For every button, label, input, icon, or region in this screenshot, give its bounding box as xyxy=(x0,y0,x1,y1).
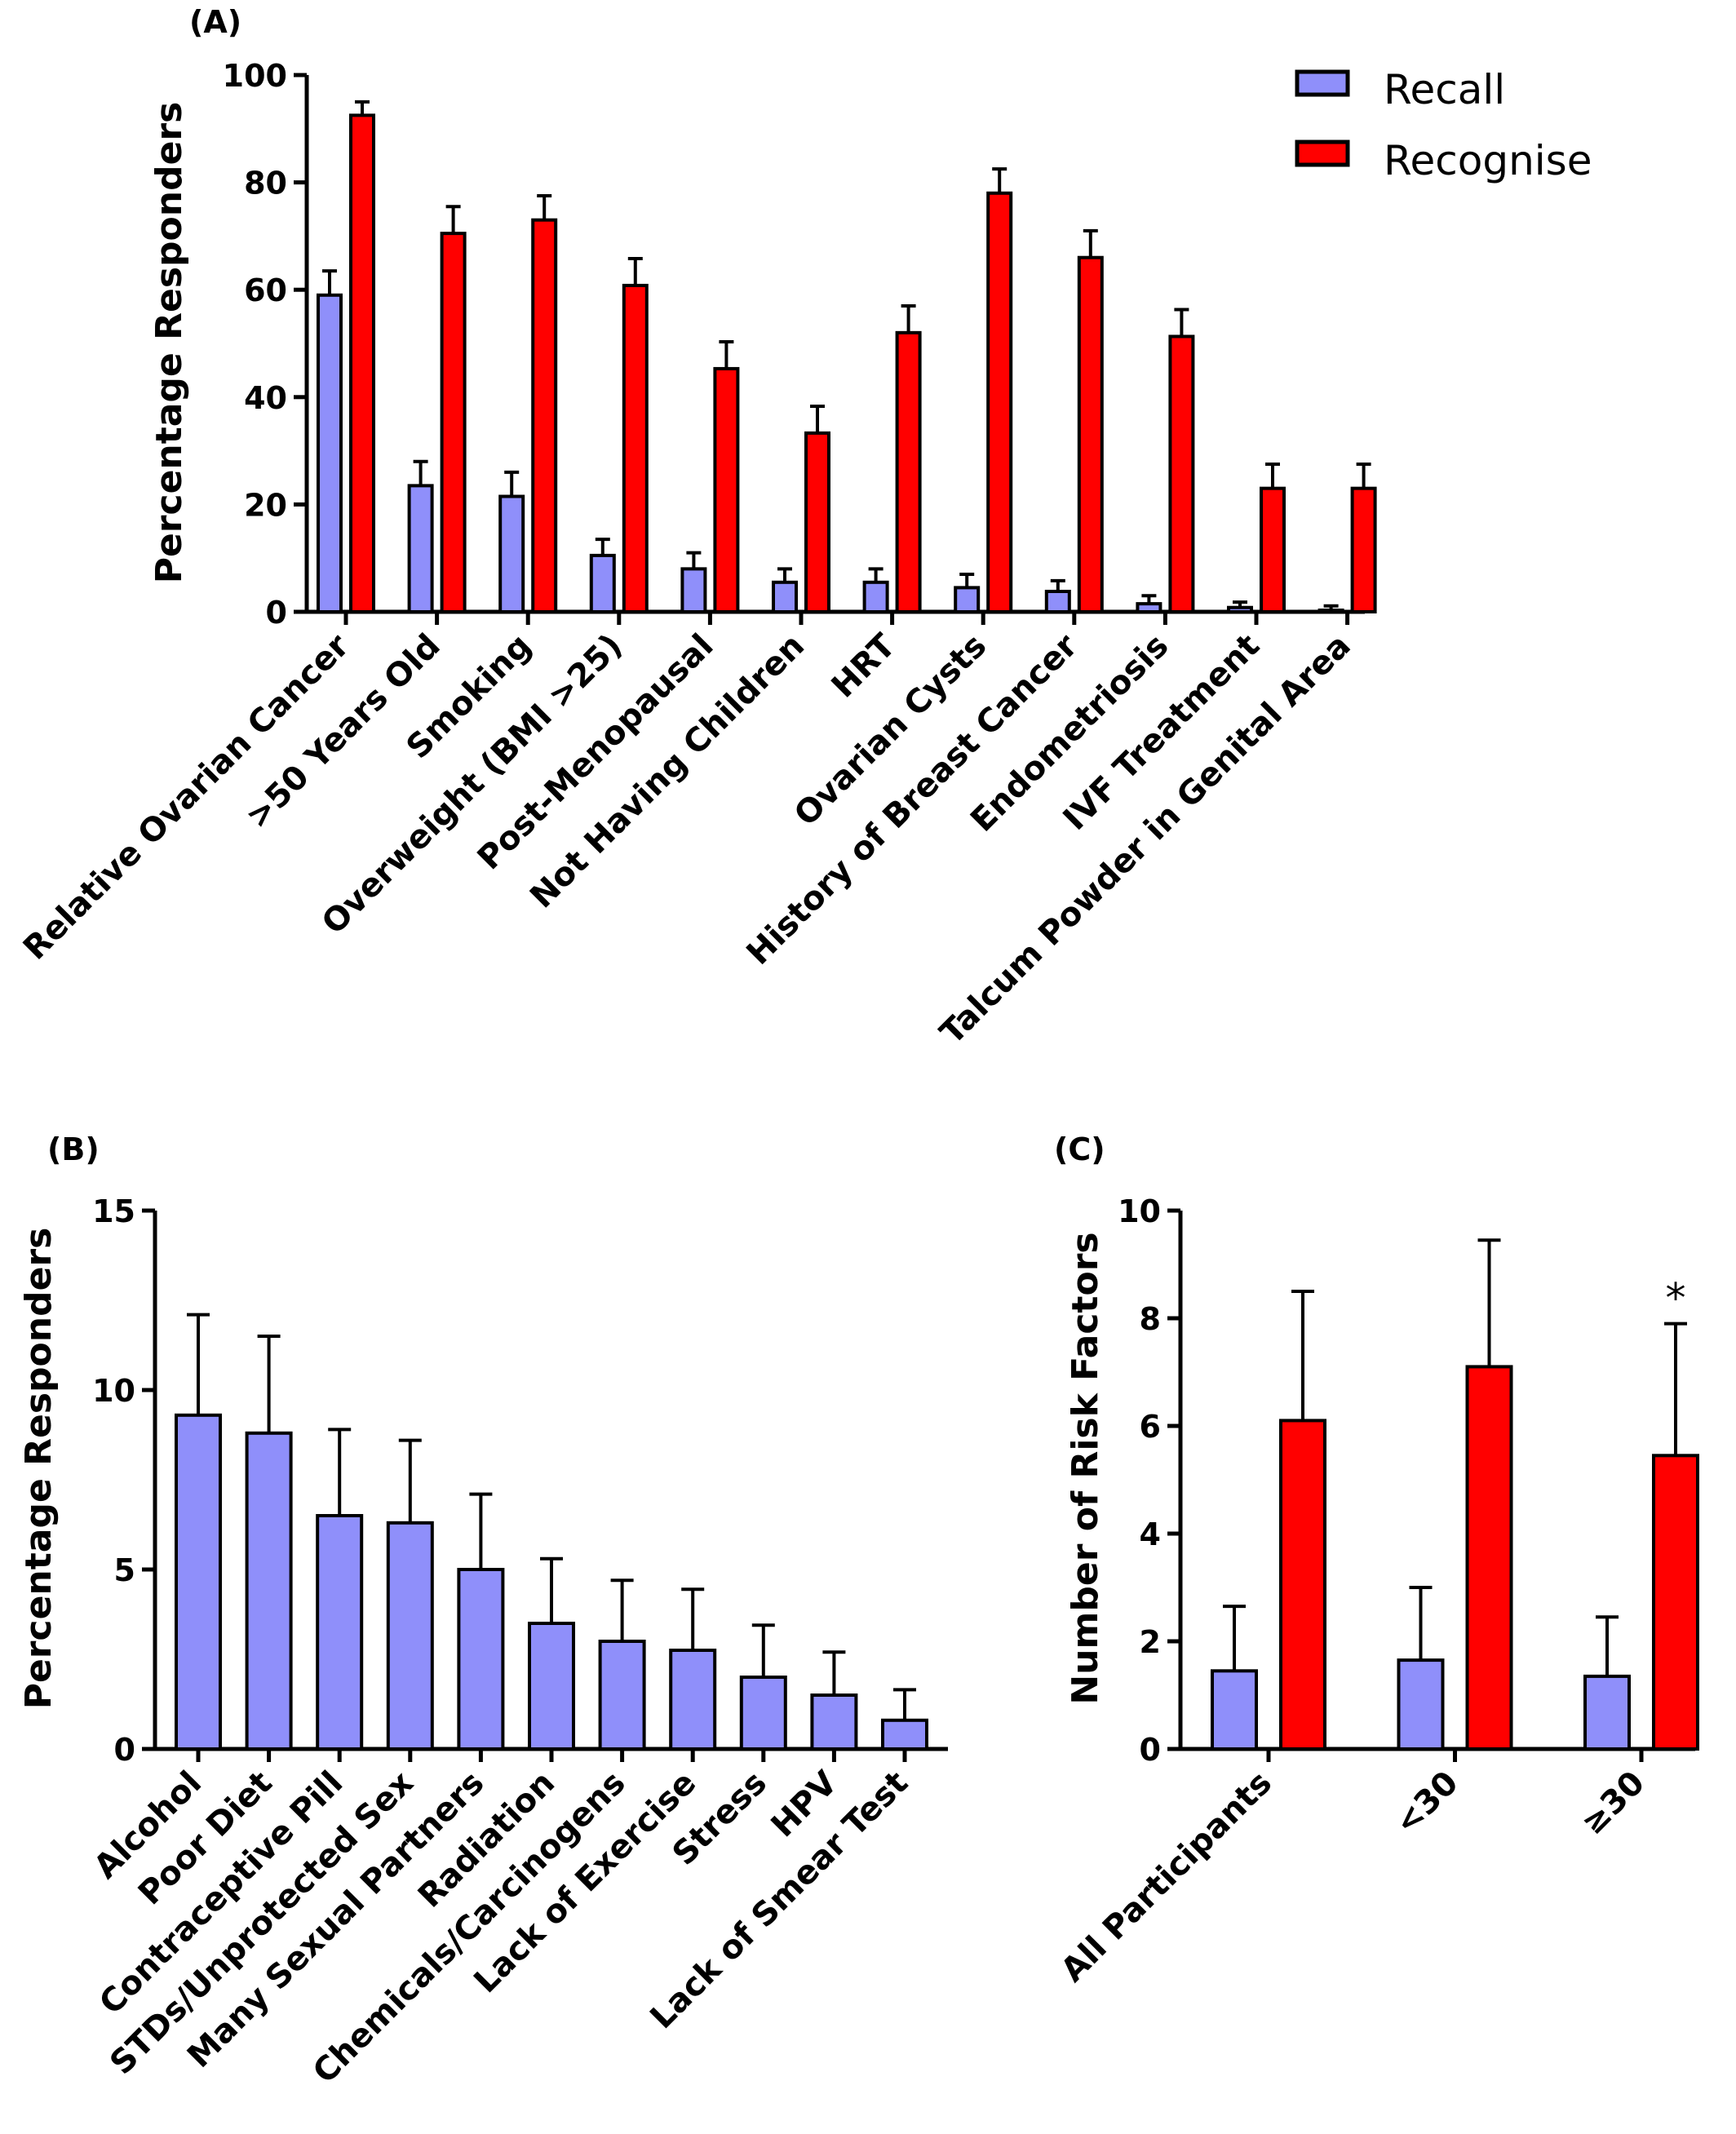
panel-c-label: (C) xyxy=(1054,1131,1105,1167)
y-tick-label: 20 xyxy=(244,487,287,523)
y-tick-label: 80 xyxy=(244,166,287,201)
bar-recognise-smoking xyxy=(531,218,558,613)
bar-recall-ovarian-cysts xyxy=(954,586,981,614)
y-tick-label: 0 xyxy=(1140,1732,1161,1768)
bar-recognise-not-having-children xyxy=(804,431,830,613)
panel-b-label: (B) xyxy=(47,1131,100,1167)
bar-recognise-50-years-old xyxy=(440,232,467,613)
bar-recall-stds-unprotected-sex xyxy=(386,1521,434,1751)
panel-a-y-axis-title: Percentage Responders xyxy=(148,102,190,584)
bar-recognise-30 xyxy=(1652,1454,1699,1751)
bar-recall-smoking xyxy=(498,494,525,614)
bar-recall-many-sexual-partners xyxy=(457,1568,505,1751)
y-tick-label: 0 xyxy=(114,1732,135,1768)
panel-c-y-axis-title: Number of Risk Factors xyxy=(1065,1232,1106,1704)
bar-recognise-history-of-breast-cancer xyxy=(1077,255,1104,613)
bar-recall-all-participants xyxy=(1211,1669,1258,1751)
y-tick-label: 10 xyxy=(1118,1193,1161,1229)
bar-recall-poor-diet xyxy=(245,1431,293,1751)
y-tick-label: 60 xyxy=(244,272,287,308)
x-category-label: ≥30 xyxy=(1574,1764,1652,1843)
legend-recall-label: Recall xyxy=(1384,66,1505,113)
y-tick-label: 40 xyxy=(244,380,287,416)
significance-marker: * xyxy=(1666,1275,1686,1322)
bar-recognise-endometriosis xyxy=(1168,334,1195,613)
y-tick-label: 4 xyxy=(1140,1516,1161,1552)
bar-recall-lack-of-smear-test xyxy=(881,1718,928,1751)
bar-recognise-30 xyxy=(1465,1365,1513,1751)
y-tick-label: 0 xyxy=(266,595,287,631)
y-tick-label: 10 xyxy=(92,1373,135,1409)
bar-recall-ivf-treatment xyxy=(1227,605,1253,614)
panel-b-chart: (B) Percentage Responders 051015AlcoholP… xyxy=(18,1131,948,2091)
y-tick-label: 8 xyxy=(1140,1301,1161,1337)
y-tick-label: 6 xyxy=(1140,1409,1161,1445)
bar-recognise-relative-ovarian-cancer xyxy=(349,113,375,614)
legend-recognise-swatch xyxy=(1295,139,1350,167)
x-category-label: All Participants xyxy=(1054,1764,1279,1990)
x-category-label: Relative Ovarian Cancer xyxy=(16,626,356,967)
bar-recall-hrt xyxy=(862,580,889,613)
y-tick-label: 5 xyxy=(114,1552,135,1588)
bar-recall-lack-of-exercise xyxy=(669,1649,717,1751)
bar-recall-talcum-powder-in-genital-area xyxy=(1318,609,1344,614)
y-tick-label: 2 xyxy=(1140,1624,1161,1660)
legend-recognise-label: Recognise xyxy=(1384,137,1592,184)
x-category-label: <30 xyxy=(1388,1764,1466,1843)
bar-recall-hpv xyxy=(810,1693,858,1751)
bar-recall-post-menopausal xyxy=(680,567,707,613)
bar-recall-overweight-bmi-25 xyxy=(589,553,616,613)
panel-a-label: (A) xyxy=(189,4,241,40)
bar-recall-contraceptive-pill xyxy=(316,1514,364,1751)
bar-recall-30 xyxy=(1583,1674,1631,1751)
bar-recognise-talcum-powder-in-genital-area xyxy=(1350,486,1377,613)
legend: Recall Recognise xyxy=(1295,66,1592,184)
bar-recall-relative-ovarian-cancer xyxy=(317,293,343,613)
bar-recognise-ovarian-cysts xyxy=(986,191,1013,613)
panel-c-chart: (C) Number of Risk Factors 0 2 4 6 8 10 All Pa… xyxy=(1054,1131,1699,1990)
y-tick-label: 100 xyxy=(223,58,287,94)
bar-recall-30 xyxy=(1397,1658,1445,1751)
bar-recognise-overweight-bmi-25 xyxy=(622,283,649,613)
bar-recognise-ivf-treatment xyxy=(1260,486,1286,613)
bar-recall-50-years-old xyxy=(407,484,434,613)
panel-a-chart: (A) Percentage Responders 0 20 40 60 80 100 Re… xyxy=(16,4,1592,1052)
legend-recall-swatch xyxy=(1295,69,1350,97)
bar-recall-not-having-children xyxy=(772,580,798,613)
bar-recognise-post-menopausal xyxy=(713,366,740,613)
x-category-label: HRT xyxy=(825,626,904,706)
bar-recognise-hrt xyxy=(895,330,922,613)
x-category-label: History of Breast Cancer xyxy=(740,626,1086,972)
bar-recall-history-of-breast-cancer xyxy=(1044,589,1071,613)
bar-recall-radiation xyxy=(528,1622,575,1751)
y-tick-label: 15 xyxy=(92,1193,135,1229)
bar-recall-alcohol xyxy=(175,1413,222,1751)
panel-b-y-axis-title: Percentage Responders xyxy=(18,1228,60,1710)
bar-recall-chemicals-carcinogens xyxy=(598,1640,646,1751)
bar-recall-endometriosis xyxy=(1136,602,1162,614)
bar-recall-stress xyxy=(739,1676,787,1751)
bar-recognise-all-participants xyxy=(1279,1419,1326,1751)
